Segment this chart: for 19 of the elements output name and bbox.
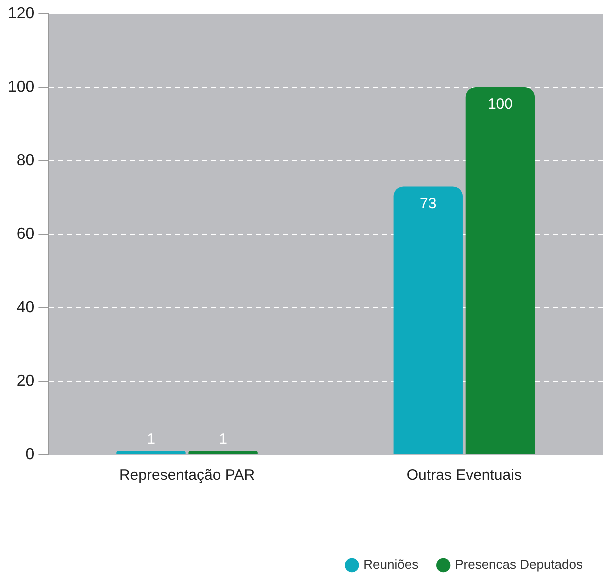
x-tick-label: Representação PAR (119, 467, 256, 484)
y-tick-label: 20 (16, 372, 35, 390)
legend-label: Reuniões (364, 557, 420, 572)
y-tick-label: 80 (16, 152, 35, 170)
bar (116, 451, 186, 454)
y-tick-label: 120 (8, 5, 35, 22)
data-label: 100 (488, 96, 513, 114)
legend-label: Presencas Deputados (455, 557, 584, 572)
data-label: 73 (420, 195, 437, 212)
data-label: 1 (219, 430, 228, 448)
y-tick-label: 60 (16, 226, 35, 243)
y-tick-label: 100 (8, 78, 35, 96)
bar (466, 88, 536, 454)
data-label: 1 (147, 430, 156, 448)
bar (394, 186, 463, 454)
y-tick-label: 40 (16, 299, 35, 316)
y-tick-label: 0 (26, 446, 35, 464)
x-tick-label: Outras Eventuais (406, 467, 522, 484)
bar (188, 451, 258, 454)
